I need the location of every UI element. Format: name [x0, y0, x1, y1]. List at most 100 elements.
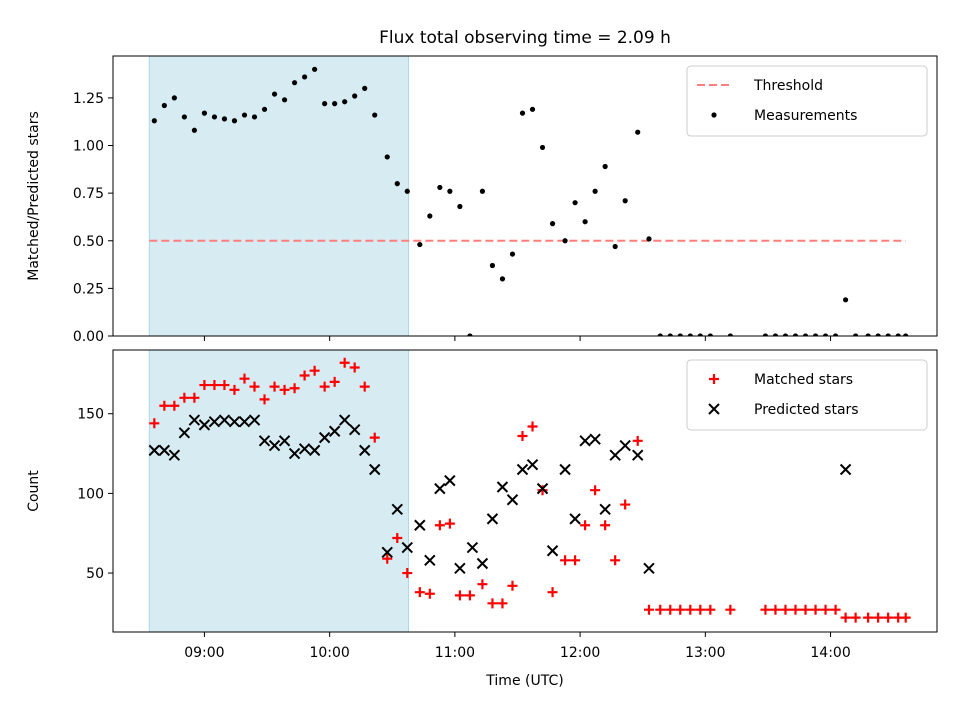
matched-point: [760, 604, 771, 615]
matched-point: [189, 392, 200, 403]
chart-title: Flux total observing time = 2.09 h: [379, 28, 671, 48]
predicted-point: [476, 557, 489, 570]
predicted-point: [238, 415, 251, 428]
plot-area: [148, 56, 909, 336]
measurement-point: [707, 333, 713, 336]
legend-label: Measurements: [754, 108, 857, 124]
predicted-point: [391, 503, 403, 516]
predicted-point: [298, 443, 311, 455]
measurement-point: [697, 333, 703, 336]
measurement-point: [231, 118, 238, 124]
predicted-point: [148, 444, 161, 457]
predicted-point: [178, 427, 191, 439]
matched-point: [359, 381, 370, 392]
x-tick-label: 14:00: [810, 645, 850, 661]
matched-point: [179, 392, 190, 403]
measurement-point: [592, 188, 598, 194]
measurement-point: [479, 188, 486, 194]
matched-point: [873, 612, 884, 623]
axes-frame: [112, 55, 938, 337]
measurement-point: [572, 200, 578, 206]
matched-point: [770, 604, 781, 615]
legend-matched-swatch: [709, 374, 719, 384]
matched-point: [570, 555, 581, 566]
matched-point: [424, 588, 435, 599]
predicted-point: [486, 513, 499, 525]
measurement-point: [539, 144, 546, 151]
measurement-point: [812, 333, 819, 336]
y-tick-label: 100: [77, 486, 104, 502]
measurement-point: [822, 333, 829, 336]
matched-point: [705, 604, 716, 615]
measurement-point: [251, 114, 258, 120]
matched-point: [600, 520, 611, 531]
legend-label: Matched stars: [754, 372, 853, 388]
matched-point: [464, 590, 475, 601]
measurement-point: [171, 95, 177, 101]
matched-point: [632, 435, 643, 446]
measurement-point: [281, 97, 288, 103]
predicted-point: [454, 562, 466, 574]
measurement-point: [582, 219, 588, 225]
predicted-point: [308, 444, 321, 457]
matched-point: [349, 362, 360, 373]
predicted-point: [258, 435, 271, 447]
predicted-point: [338, 414, 351, 426]
matched-point: [655, 604, 666, 615]
matched-point: [800, 604, 811, 615]
measurement-point: [727, 333, 733, 336]
matched-point: [269, 381, 280, 392]
measurement-point: [151, 118, 157, 124]
legend: Matched stars Predicted stars: [686, 359, 928, 431]
observing-span: [148, 350, 410, 632]
y-tick-label: 1.25: [73, 91, 104, 107]
measurement-point: [687, 333, 693, 336]
matched-point: [329, 376, 340, 387]
matched-point: [547, 587, 558, 598]
measurement-point: [221, 116, 228, 122]
measurement-point: [635, 129, 641, 135]
measurement-point: [499, 276, 506, 282]
predicted-point: [318, 431, 331, 444]
predicted-point: [268, 439, 281, 452]
y-tick-label: 0.50: [73, 234, 104, 250]
observing-span: [148, 56, 410, 336]
measurement-point: [519, 110, 526, 116]
x-tick-label: 12:00: [560, 645, 600, 661]
predicted-point: [559, 463, 571, 476]
predicted-point: [218, 414, 231, 426]
measurement-point: [657, 333, 663, 336]
measurement-point: [312, 66, 318, 72]
predicted-point: [496, 481, 509, 493]
matched-point: [725, 604, 736, 615]
predicted-point: [328, 425, 341, 437]
matched-point: [863, 612, 874, 623]
predicted-point: [168, 449, 181, 461]
series-matched-stars: [149, 357, 911, 623]
top-axes-measurements: 0.00 0.25 0.50 0.75 1.00 1.25 Matched/Predicte…: [26, 55, 938, 345]
measurement-point: [529, 106, 536, 112]
x-tick-label: 11:00: [435, 645, 475, 661]
matched-point: [790, 604, 801, 615]
measurement-point: [394, 181, 400, 187]
y-axis-label: Matched/Predicted stars: [26, 111, 42, 281]
predicted-point: [228, 415, 241, 428]
predicted-point: [434, 482, 446, 495]
matched-point: [289, 383, 300, 394]
matched-point: [537, 485, 548, 496]
legend-predicted-swatch: [708, 403, 720, 415]
measurement-point: [161, 102, 167, 109]
measurement-point: [622, 198, 628, 204]
measurement-point: [865, 333, 871, 336]
measurement-point: [372, 112, 378, 118]
measurement-point: [342, 99, 348, 105]
matched-point: [590, 485, 601, 496]
measurement-point: [261, 106, 268, 112]
matched-point: [169, 400, 180, 411]
matched-point: [497, 598, 508, 609]
predicted-point: [414, 519, 426, 531]
measurement-point: [842, 297, 849, 303]
predicted-point: [619, 439, 631, 452]
measurement-point: [602, 163, 608, 170]
predicted-point: [546, 545, 559, 557]
